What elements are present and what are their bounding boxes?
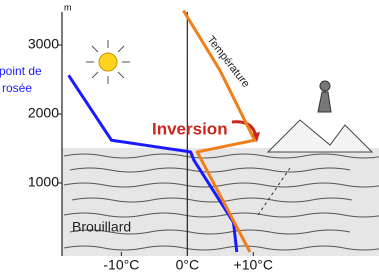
x-tick-label: -10°C	[103, 257, 139, 273]
y-tick-label: 3000	[28, 36, 59, 52]
annotation: point de	[0, 64, 42, 78]
mountain	[268, 120, 372, 152]
annotation: Inversion	[152, 119, 228, 138]
y-tick-label: 2000	[28, 105, 59, 121]
annotation: rosée	[2, 81, 32, 95]
sun	[99, 53, 117, 71]
chart: m 1000 2000 3000 -10°C 0°C +10°C point de rosée…	[0, 0, 379, 274]
annotation: Température	[204, 34, 251, 90]
x-tick-label: +10°C	[234, 257, 273, 273]
y-unit: m	[64, 2, 72, 12]
hiker	[318, 92, 331, 112]
y-tick-label: 1000	[28, 174, 59, 190]
hiker-head	[320, 81, 330, 91]
annotation: Brouillard	[72, 219, 131, 235]
x-tick-label: 0°C	[176, 257, 200, 273]
